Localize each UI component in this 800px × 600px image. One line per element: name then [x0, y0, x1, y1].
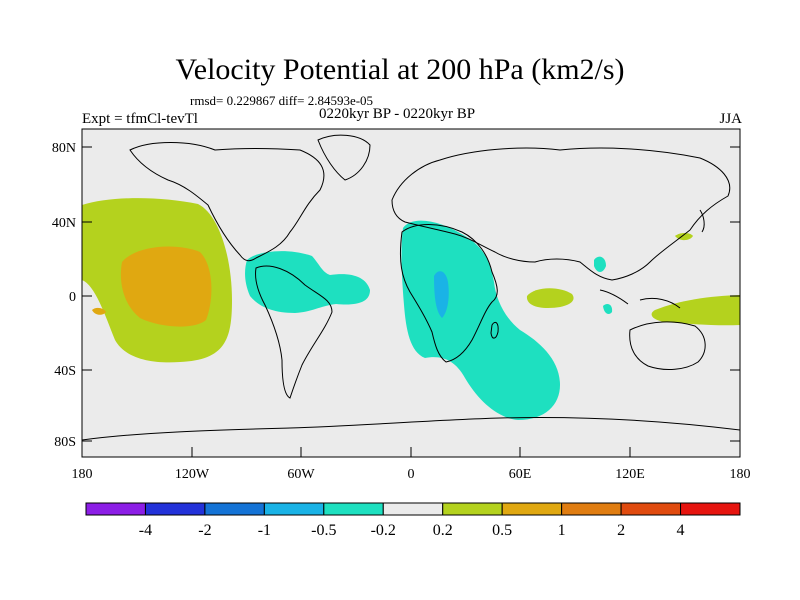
lon-label: 120E	[615, 467, 645, 482]
contour-positive-small	[92, 307, 106, 315]
colorbar-swatch	[204, 502, 265, 516]
contour-negative-africa-core	[434, 271, 449, 318]
colorbar-label: -0.2	[371, 522, 396, 539]
coastlines	[82, 134, 740, 441]
contour-negative-americas	[245, 251, 370, 313]
lon-label: 60W	[287, 467, 315, 482]
colorbar-swatch	[144, 502, 206, 516]
stats-label: rmsd= 0.229867 diff= 2.84593e-05	[190, 93, 374, 108]
colorbar-swatch	[85, 502, 146, 516]
lon-label: 60E	[509, 467, 532, 482]
colorbar-label: 2	[617, 522, 625, 539]
period-label: 0220kyr BP - 0220kyr BP	[319, 106, 476, 122]
colorbar-swatch	[620, 502, 682, 516]
colorbar-label: 1	[558, 522, 566, 539]
lat-label: 40N	[52, 216, 76, 231]
contour-positive-arabian	[526, 288, 574, 308]
lon-label: 120W	[175, 467, 210, 482]
lon-labels: 180 120W 60W 0 60E 120E 180	[72, 467, 751, 482]
contour-negative-southeast-asia	[594, 256, 606, 272]
lon-label: 180	[730, 467, 751, 482]
colorbar-label: 0.5	[492, 522, 512, 539]
contour-positive-pacific-core	[120, 246, 212, 327]
contour-negative-maritime	[603, 304, 613, 314]
colorbar-swatch	[442, 502, 503, 516]
colorbar-label: -4	[139, 522, 152, 539]
lon-label: 180	[72, 467, 93, 482]
lat-label: 40S	[54, 364, 76, 379]
colorbar-label: 4	[677, 522, 685, 539]
colorbar-swatch	[501, 502, 563, 516]
contour-positive-pacific-west	[651, 295, 740, 326]
colorbar-labels: -4 -2 -1 -0.5 -0.2 0.2 0.5 1 2 4	[139, 522, 685, 539]
experiment-label: Expt = tfmCl-tevTl	[82, 111, 198, 127]
colorbar-swatch	[323, 502, 384, 516]
colorbar-swatch	[680, 502, 741, 516]
lat-label: 80S	[54, 435, 76, 450]
colorbar-swatch	[263, 502, 325, 516]
lon-ticks	[81, 447, 741, 457]
lat-labels: 80N 40N 0 40S 80S	[52, 141, 76, 450]
colorbar-swatch	[382, 502, 444, 516]
lon-label: 0	[408, 467, 415, 482]
colorbar-label: -1	[258, 522, 271, 539]
lat-label: 80N	[52, 141, 76, 156]
lat-label: 0	[69, 290, 76, 305]
colorbar-label: -2	[198, 522, 211, 539]
map-title: Velocity Potential at 200 hPa (km2/s)	[175, 53, 625, 86]
colorbar-swatch	[561, 502, 622, 516]
season-label: JJA	[719, 111, 742, 127]
lat-ticks	[82, 146, 740, 442]
colorbar	[85, 502, 741, 516]
contour-negative-africa	[401, 220, 560, 420]
colorbar-label: 0.2	[433, 522, 453, 539]
colorbar-label: -0.5	[311, 522, 336, 539]
